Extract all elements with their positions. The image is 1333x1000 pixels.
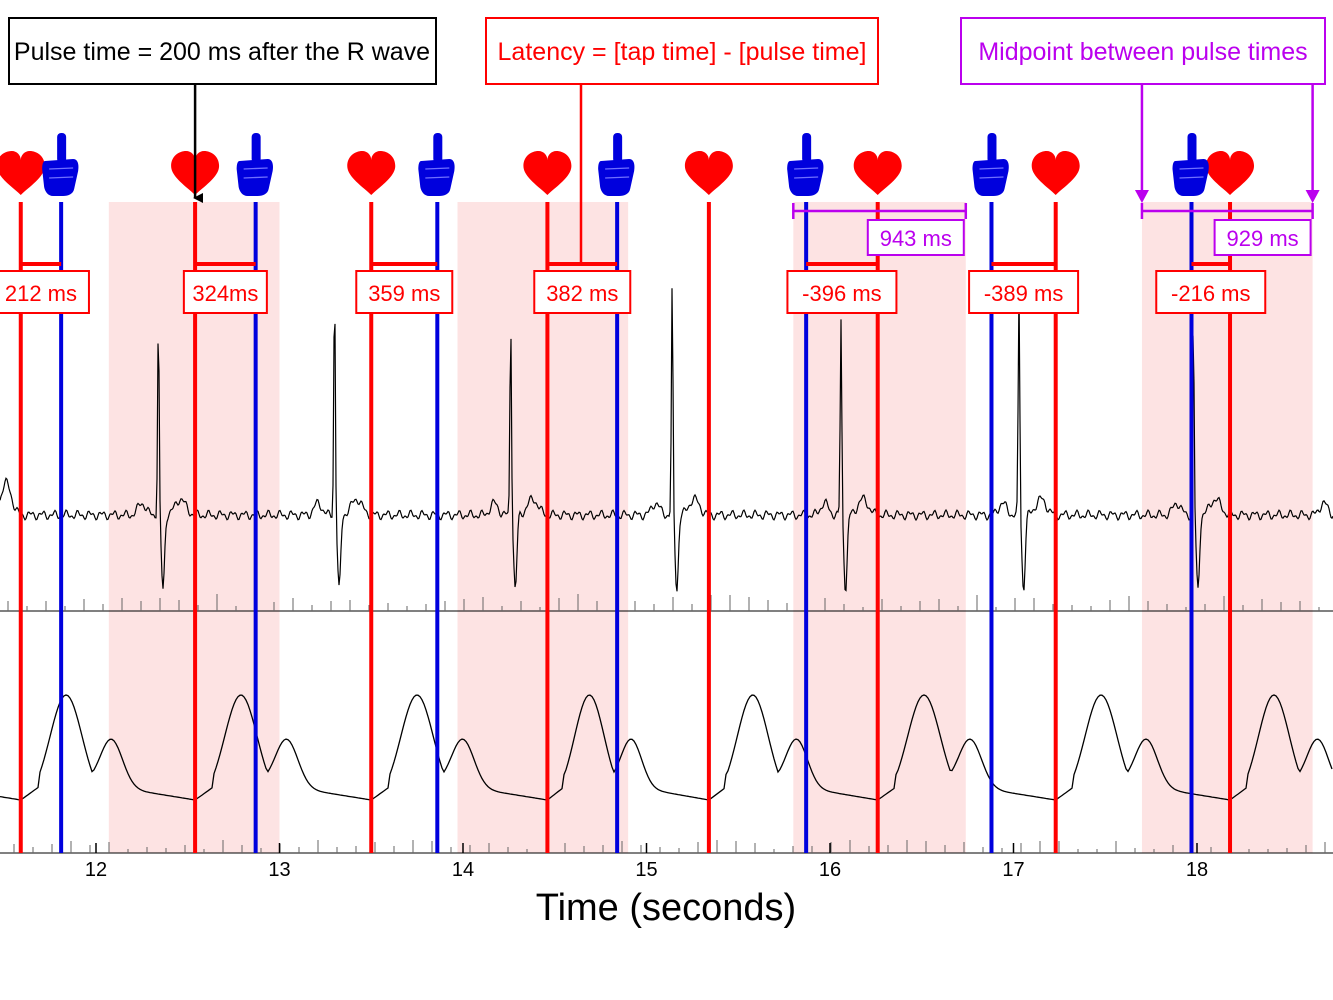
ppg-trace	[0, 694, 1333, 801]
heart-icon	[1206, 151, 1255, 195]
latency-label-box	[1155, 270, 1267, 314]
heart-icon	[523, 151, 572, 195]
latency-label-box	[968, 270, 1080, 314]
interval-label: 943 ms	[880, 226, 952, 251]
pointing-hand-icon	[972, 133, 1009, 196]
latency-label: -396 ms	[802, 281, 881, 306]
callout-latency: Latency = [tap time] - [pulse time]	[485, 17, 879, 264]
pointing-hand-icon	[42, 133, 79, 196]
pointing-hand-icon	[598, 133, 635, 196]
signal-traces	[0, 285, 1333, 801]
interval-label-box	[1213, 219, 1312, 256]
x-tick-label: 12	[85, 859, 107, 881]
x-tick-label: 16	[819, 859, 841, 881]
x-tick-label: 15	[635, 859, 657, 881]
latency-label: -389 ms	[984, 281, 1063, 306]
latency-label-box	[355, 270, 454, 314]
latency-label: 382 ms	[546, 281, 618, 306]
latency-label: 324ms	[192, 281, 258, 306]
heart-icon	[853, 151, 902, 195]
heart-icon	[0, 151, 45, 195]
x-tick-label: 18	[1186, 859, 1208, 881]
callout-midpoint-arrowhead	[1134, 190, 1149, 203]
latency-label-box	[533, 270, 632, 314]
callout-latency-text: Latency = [tap time] - [pulse time]	[498, 38, 867, 66]
x-axis-label: Time (seconds)	[536, 887, 796, 929]
interval-markers: 943 ms 929 ms	[792, 203, 1314, 256]
trace-baselines	[0, 594, 1333, 854]
latency-marker: 324ms	[182, 262, 268, 314]
latency-label: -216 ms	[1171, 281, 1250, 306]
latency-label: 359 ms	[368, 281, 440, 306]
latency-marker: 359 ms	[355, 262, 454, 314]
latency-marker: -216 ms	[1155, 262, 1267, 314]
latency-label-box	[0, 270, 90, 314]
heart-icon	[684, 151, 733, 195]
x-tick-label: 14	[452, 859, 474, 881]
interval-label-box	[866, 219, 965, 256]
callout-midpoint: Midpoint between pulse times	[960, 17, 1326, 203]
callout-pulse-time: Pulse time = 200 ms after the R wave	[8, 17, 437, 203]
x-tick-label: 17	[1002, 859, 1024, 881]
ecg-trace	[0, 285, 1333, 592]
pointing-hand-icon	[1172, 133, 1209, 196]
x-axis: 12 13 14 15 16 17 18	[85, 843, 1208, 881]
pointing-hand-icon	[787, 133, 824, 196]
latency-label-box	[182, 270, 268, 314]
pointing-hand-icon	[236, 133, 273, 196]
latency-label: 212 ms	[5, 281, 77, 306]
latency-marker: 212 ms	[0, 262, 90, 314]
x-tick-label: 13	[268, 859, 290, 881]
interval-marker: 929 ms	[1140, 203, 1314, 256]
latency-marker: -389 ms	[968, 262, 1080, 314]
interval-label: 929 ms	[1227, 226, 1299, 251]
callout-midpoint-text: Midpoint between pulse times	[978, 38, 1307, 66]
callout-pulse-time-text: Pulse time = 200 ms after the R wave	[14, 38, 430, 66]
heart-icon	[1031, 151, 1080, 195]
callout-midpoint-arrowhead	[1305, 190, 1320, 203]
event-icons	[0, 133, 1255, 196]
interval-marker: 943 ms	[792, 203, 968, 256]
latency-markers: 212 ms 324ms 359 ms 382 ms -396 ms -389 ms -21…	[0, 262, 1267, 314]
pointing-hand-icon	[418, 133, 455, 196]
latency-marker: 382 ms	[533, 262, 632, 314]
latency-marker: -396 ms	[786, 262, 898, 314]
heart-icon	[347, 151, 396, 195]
latency-label-box	[786, 270, 898, 314]
